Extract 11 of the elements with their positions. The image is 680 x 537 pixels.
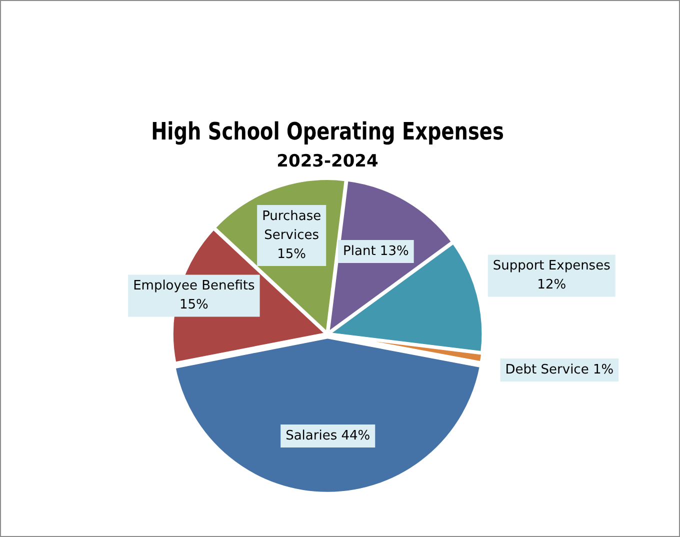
data-label: 12%: [537, 278, 566, 293]
slice-label: Support Expenses: [492, 258, 611, 274]
slice-label: Salaries 44%: [286, 428, 370, 444]
slice-label: Plant 13%: [343, 244, 409, 259]
slice-label: Employee Benefits: [133, 278, 256, 294]
data-label: 15%: [277, 246, 306, 262]
chart-title: High School Operating Expenses: [151, 118, 504, 146]
chart-subtitle: 2023-2024: [276, 151, 379, 172]
data-label: 15%: [179, 298, 208, 313]
slice-label: Purchase Services: [262, 208, 322, 243]
slice-label: Debt Service 1%: [505, 362, 614, 378]
